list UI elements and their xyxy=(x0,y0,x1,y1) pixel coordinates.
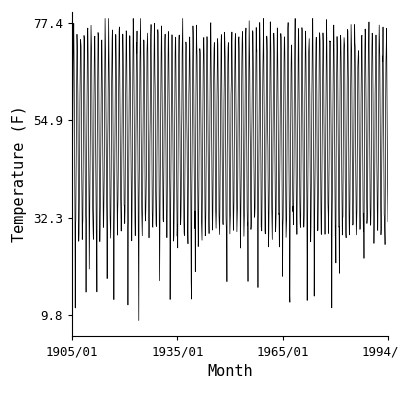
Y-axis label: Temperature (F): Temperature (F) xyxy=(12,106,28,242)
X-axis label: Month: Month xyxy=(207,364,253,378)
